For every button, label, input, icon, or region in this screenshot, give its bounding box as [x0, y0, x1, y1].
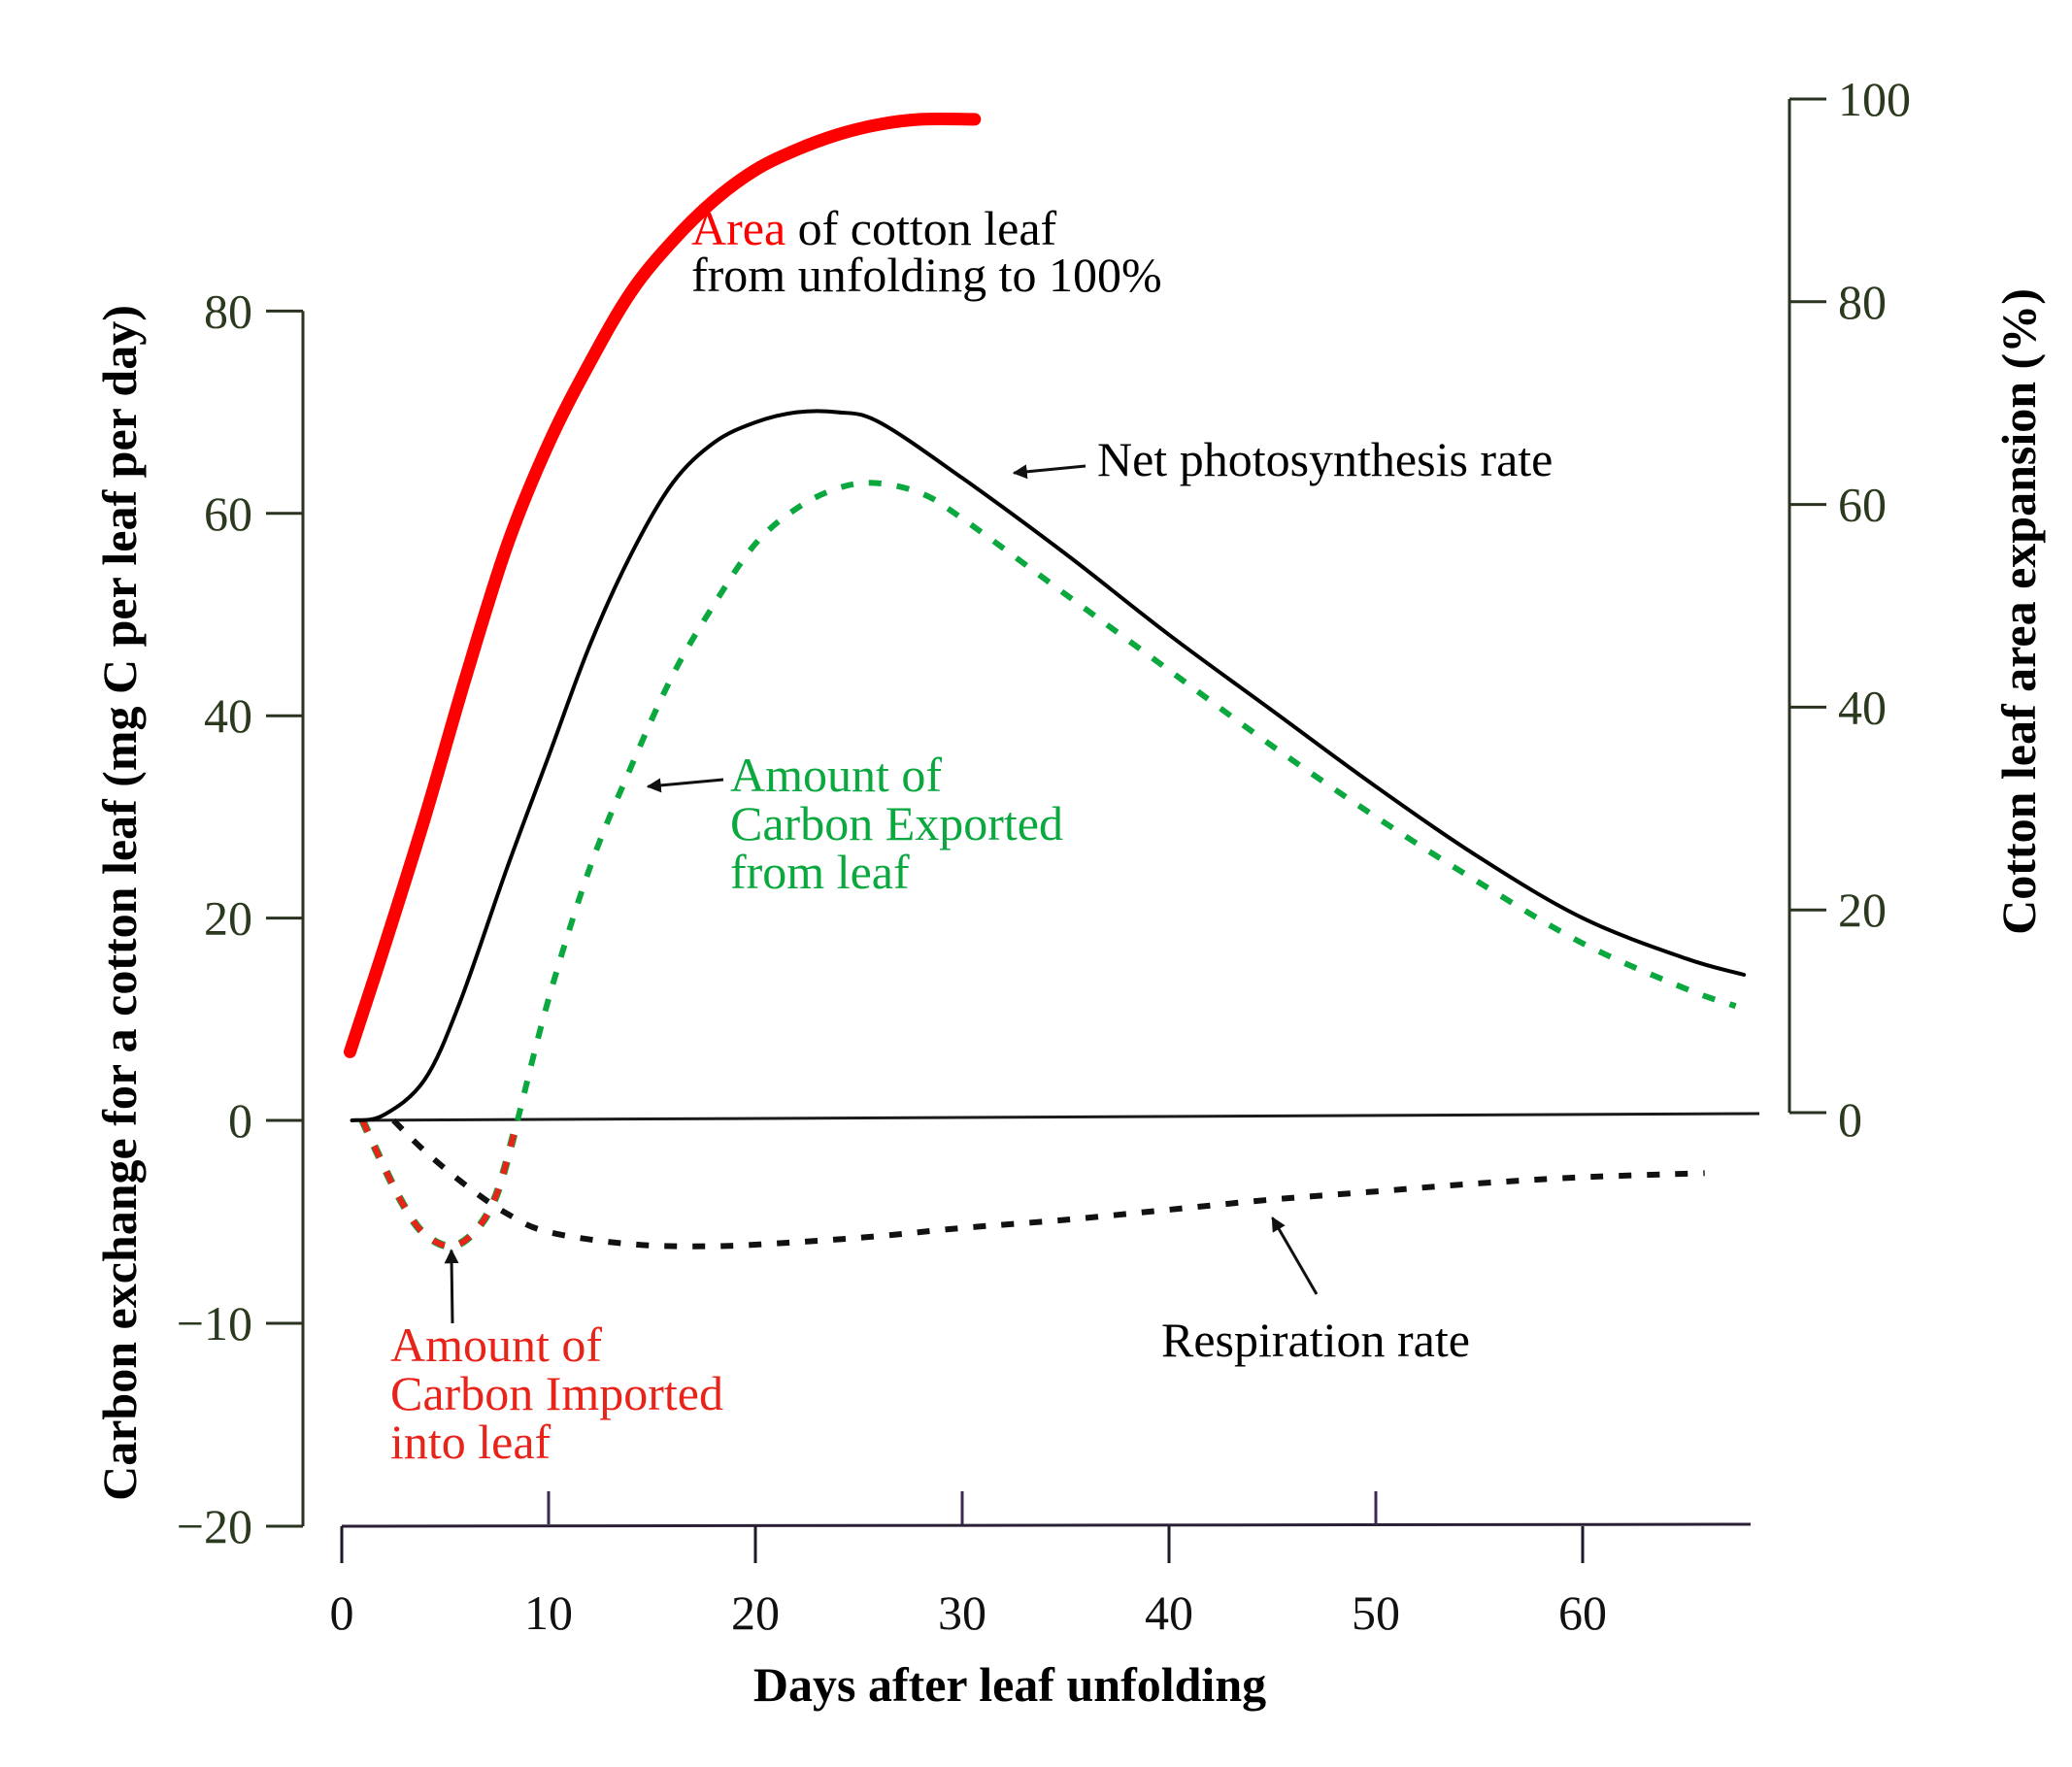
left-tick-label: 60: [204, 486, 252, 541]
left-tick-label: 40: [204, 688, 252, 743]
right-tick-label: 100: [1838, 72, 1911, 126]
annotation-text: Respiration rate: [1161, 1313, 1470, 1367]
x-axis-title: Days after leaf unfolding: [753, 1657, 1266, 1712]
carbon-imported-curve-outline: [358, 1118, 521, 1250]
right-y-axis-title: Cotton leaf area expansion (%): [1991, 288, 2046, 935]
annotation-segment: Carbon Exported: [730, 796, 1063, 850]
annotation-text: Carbon Imported: [390, 1366, 723, 1420]
carbon-imported-curve: [359, 1118, 520, 1250]
leaf-area-curve: [344, 113, 982, 1058]
annotation-segment: Carbon Imported: [390, 1366, 723, 1420]
x-axis: 0 10 20 30 40 50 60: [330, 1491, 1752, 1640]
x-tick-label: 20: [731, 1585, 780, 1640]
left-y-axis: 80 60 40 20 0 −10 −20: [177, 283, 305, 1553]
annotation-arrow: [444, 1249, 459, 1324]
annotation-text: Area of cotton leaf: [691, 201, 1057, 255]
right-tick-label: 40: [1838, 680, 1887, 734]
annotation-text: from unfolding to 100%: [691, 248, 1162, 302]
annotation-text: Amount of: [730, 748, 942, 802]
x-tick-label: 30: [938, 1585, 986, 1640]
respiration-curve: [391, 1117, 1705, 1250]
annotation-segment: Respiration rate: [1161, 1313, 1470, 1367]
annotation-text: Amount of: [390, 1317, 602, 1372]
annotation-segment: Area: [691, 201, 785, 255]
annotation-segment: Net photosynthesis rate: [1097, 432, 1553, 486]
annotation-segment: of cotton leaf: [785, 201, 1056, 255]
left-tick-label: 20: [204, 891, 252, 946]
annotation-arrow: [1012, 464, 1086, 480]
right-y-axis: 100 80 60 40 20 0: [1788, 72, 1911, 1147]
annotation-respiration: Respiration rate: [1161, 1217, 1470, 1367]
right-tick-label: 20: [1838, 883, 1887, 937]
x-tick-label: 10: [524, 1585, 573, 1640]
left-tick-label: −10: [177, 1296, 252, 1350]
annotation-arrow: [1271, 1217, 1319, 1295]
left-y-axis-title: Carbon exchange for a cotton leaf (mg C …: [92, 305, 147, 1501]
annotation-text: Net photosynthesis rate: [1097, 432, 1553, 486]
left-tick-label: 0: [228, 1093, 252, 1148]
annotation-segment: Amount of: [730, 748, 942, 802]
net-photosynthesis-curve: [350, 409, 1747, 1122]
annotation-segment: into leaf: [390, 1415, 551, 1469]
annotation-text: from leaf: [730, 845, 910, 899]
annotation-arrow: [646, 778, 724, 793]
series-layer: [344, 113, 1747, 1250]
left-tick-label: −20: [177, 1499, 252, 1553]
x-tick-label: 40: [1145, 1585, 1193, 1640]
annotation-segment: Amount of: [390, 1317, 602, 1372]
annotation-segment: from unfolding to 100%: [691, 248, 1162, 302]
zero-baseline: [351, 1112, 1760, 1122]
x-tick-label: 50: [1352, 1585, 1400, 1640]
carbon-exported-curve: [515, 480, 1737, 1121]
right-tick-label: 60: [1838, 478, 1887, 532]
annotation-net: Net photosynthesis rate: [1012, 432, 1553, 486]
right-tick-label: 0: [1838, 1092, 1862, 1147]
annotation-text: into leaf: [390, 1415, 551, 1469]
x-tick-label: 0: [330, 1585, 354, 1640]
x-tick-label: 60: [1558, 1585, 1607, 1640]
right-tick-label: 80: [1838, 275, 1887, 329]
left-tick-label: 80: [204, 283, 252, 338]
annotation-text: Carbon Exported: [730, 796, 1063, 850]
annotation-segment: from leaf: [730, 845, 910, 899]
x-axis-line: [341, 1522, 1752, 1528]
